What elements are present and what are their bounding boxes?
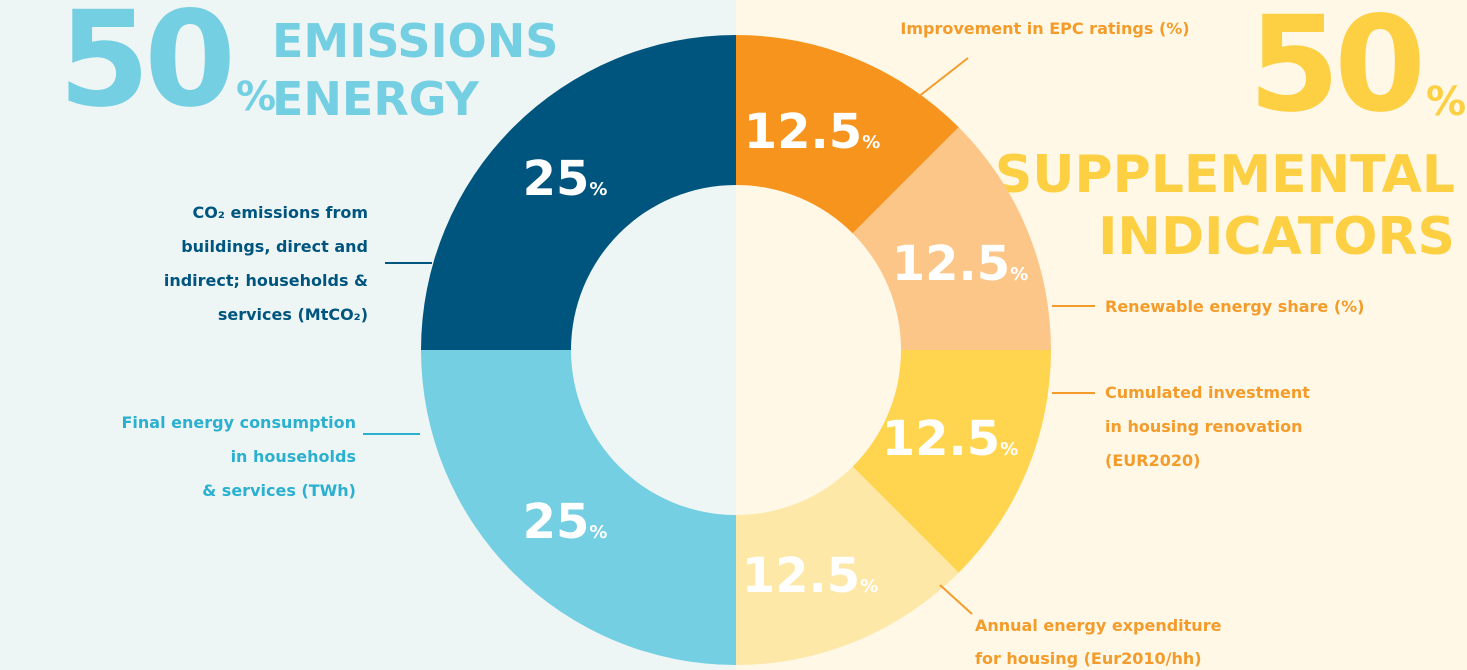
value-unit: %: [589, 179, 607, 200]
value-number: 12.5: [742, 548, 860, 604]
value-number: 12.5: [882, 411, 1000, 467]
value-unit: %: [1000, 439, 1018, 460]
group-title: SUPPLEMENTAL: [995, 145, 1455, 205]
donut-segment: [852, 350, 1051, 573]
value-label: 25%: [523, 494, 608, 550]
value-label: 12.5%: [742, 548, 878, 604]
category-label: services (MtCO₂): [218, 305, 368, 324]
category-label: CO₂ emissions from: [193, 203, 368, 222]
category-label: Final energy consumption: [121, 413, 356, 432]
value-label: 12.5%: [892, 236, 1028, 292]
value-number: 25: [523, 151, 590, 207]
value-number: 12.5: [744, 104, 862, 160]
value-label: 12.5%: [744, 104, 880, 160]
value-label: 25%: [523, 151, 608, 207]
group-unit: %: [1426, 79, 1466, 125]
category-label: & services (TWh): [202, 481, 356, 500]
category-label: for housing (Eur2010/hh): [975, 649, 1202, 668]
group-value: 50: [1248, 0, 1420, 142]
donut-segment: [421, 350, 736, 665]
donut-segment: [736, 35, 959, 234]
group-unit: %: [236, 74, 276, 120]
value-unit: %: [1010, 264, 1028, 285]
value-unit: %: [862, 132, 880, 153]
category-label: Improvement in EPC ratings (%): [900, 19, 1189, 38]
value-label: 12.5%: [882, 411, 1018, 467]
category-label: (EUR2020): [1105, 451, 1200, 470]
donut-segment: [421, 35, 736, 350]
donut-segment: [852, 127, 1051, 351]
category-label: Annual energy expenditure: [975, 616, 1222, 635]
value-number: 12.5: [892, 236, 1010, 292]
category-label: in households: [231, 447, 356, 466]
donut-segment: [736, 466, 959, 665]
category-label: indirect; households &: [164, 271, 368, 290]
category-label: Cumulated investment: [1105, 383, 1310, 402]
leader-line: [917, 57, 969, 98]
leader-line: [939, 584, 973, 615]
group-value: 50: [58, 0, 230, 137]
group-title: ENERGY: [272, 72, 480, 126]
group-title: EMISSIONS: [272, 14, 558, 68]
value-unit: %: [860, 576, 878, 597]
category-label: buildings, direct and: [181, 237, 368, 256]
category-label: in housing renovation: [1105, 417, 1303, 436]
group-title: INDICATORS: [1098, 207, 1455, 267]
value-unit: %: [589, 522, 607, 543]
value-number: 25: [523, 494, 590, 550]
category-label: Renewable energy share (%): [1105, 297, 1364, 316]
